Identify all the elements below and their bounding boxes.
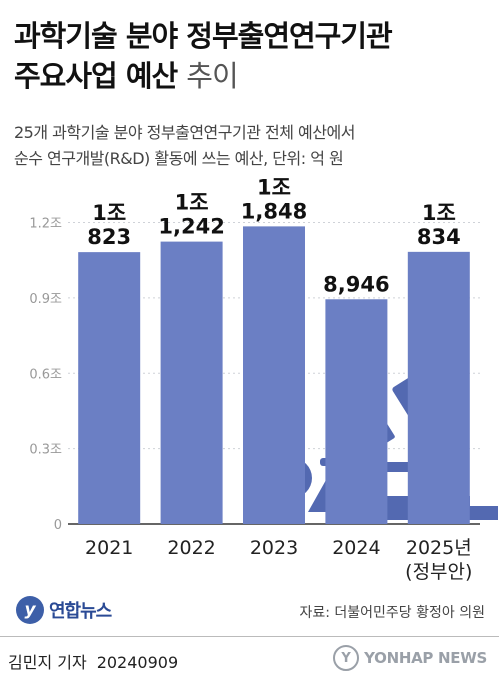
source-note: 자료: 더불어민주당 황정아 의원 bbox=[299, 605, 485, 621]
y-tick-label: 1.2조 bbox=[29, 217, 62, 232]
x-tick-label: 2022 bbox=[167, 537, 215, 559]
x-tick-label: 2021 bbox=[85, 537, 133, 559]
title-light-part: 추이 bbox=[186, 59, 238, 93]
data-label: 1,242 bbox=[158, 215, 224, 239]
page-title-line2: 주요사업 예산 추이 bbox=[14, 58, 239, 94]
data-label: 1조 bbox=[422, 201, 456, 225]
y-tick-label: 0.3조 bbox=[29, 443, 62, 458]
data-label: 834 bbox=[417, 225, 461, 249]
reporter-name: 김민지 기자 bbox=[8, 653, 87, 672]
x-tick-label: 2024 bbox=[332, 537, 380, 559]
bar bbox=[407, 251, 470, 524]
x-tick-label: 2025년 bbox=[406, 537, 472, 559]
data-label: 1조 bbox=[175, 191, 209, 215]
watermark-text: YONHAP NEWS bbox=[364, 649, 487, 667]
data-label: 1조 bbox=[92, 201, 126, 225]
x-tick-label: (정부안) bbox=[405, 561, 472, 583]
data-label: 823 bbox=[87, 225, 131, 249]
reporter-credit: 김민지 기자 20240909 bbox=[8, 649, 178, 673]
bar bbox=[78, 252, 141, 525]
bar-chart: 00.3조0.6조0.9조1.2조 1조82320211조1,24220221조… bbox=[29, 175, 498, 583]
title-bold-part: 주요사업 예산 bbox=[14, 59, 178, 93]
publish-date: 20240909 bbox=[96, 653, 179, 672]
y-tick-label: 0 bbox=[54, 518, 62, 533]
page-title: 과학기술 분야 정부출연연구기관 bbox=[14, 19, 393, 53]
y-tick-label: 0.6조 bbox=[29, 367, 62, 382]
x-tick-label: 2023 bbox=[250, 537, 298, 559]
data-label: 1,848 bbox=[241, 199, 307, 223]
subtitle-line1: 25개 과학기술 분야 정부출연연구기관 전체 예산에서 bbox=[14, 123, 355, 142]
yonhap-watermark: Y YONHAP NEWS bbox=[333, 645, 487, 671]
yonhap-logo: y 연합뉴스 bbox=[16, 596, 112, 624]
watermark-icon: Y bbox=[333, 645, 360, 671]
footer-divider bbox=[0, 636, 499, 637]
bar bbox=[160, 241, 223, 525]
logo-text: 연합뉴스 bbox=[49, 601, 112, 622]
bar bbox=[325, 299, 388, 524]
data-label: 8,946 bbox=[323, 272, 389, 296]
data-label: 1조 bbox=[257, 175, 291, 199]
yonhap-logo-icon: y bbox=[16, 596, 44, 624]
y-tick-label: 0.9조 bbox=[29, 292, 62, 307]
subtitle-line2: 순수 연구개발(R&D) 활동에 쓰는 예산, 단위: 억 원 bbox=[14, 149, 344, 168]
bar bbox=[243, 226, 305, 524]
